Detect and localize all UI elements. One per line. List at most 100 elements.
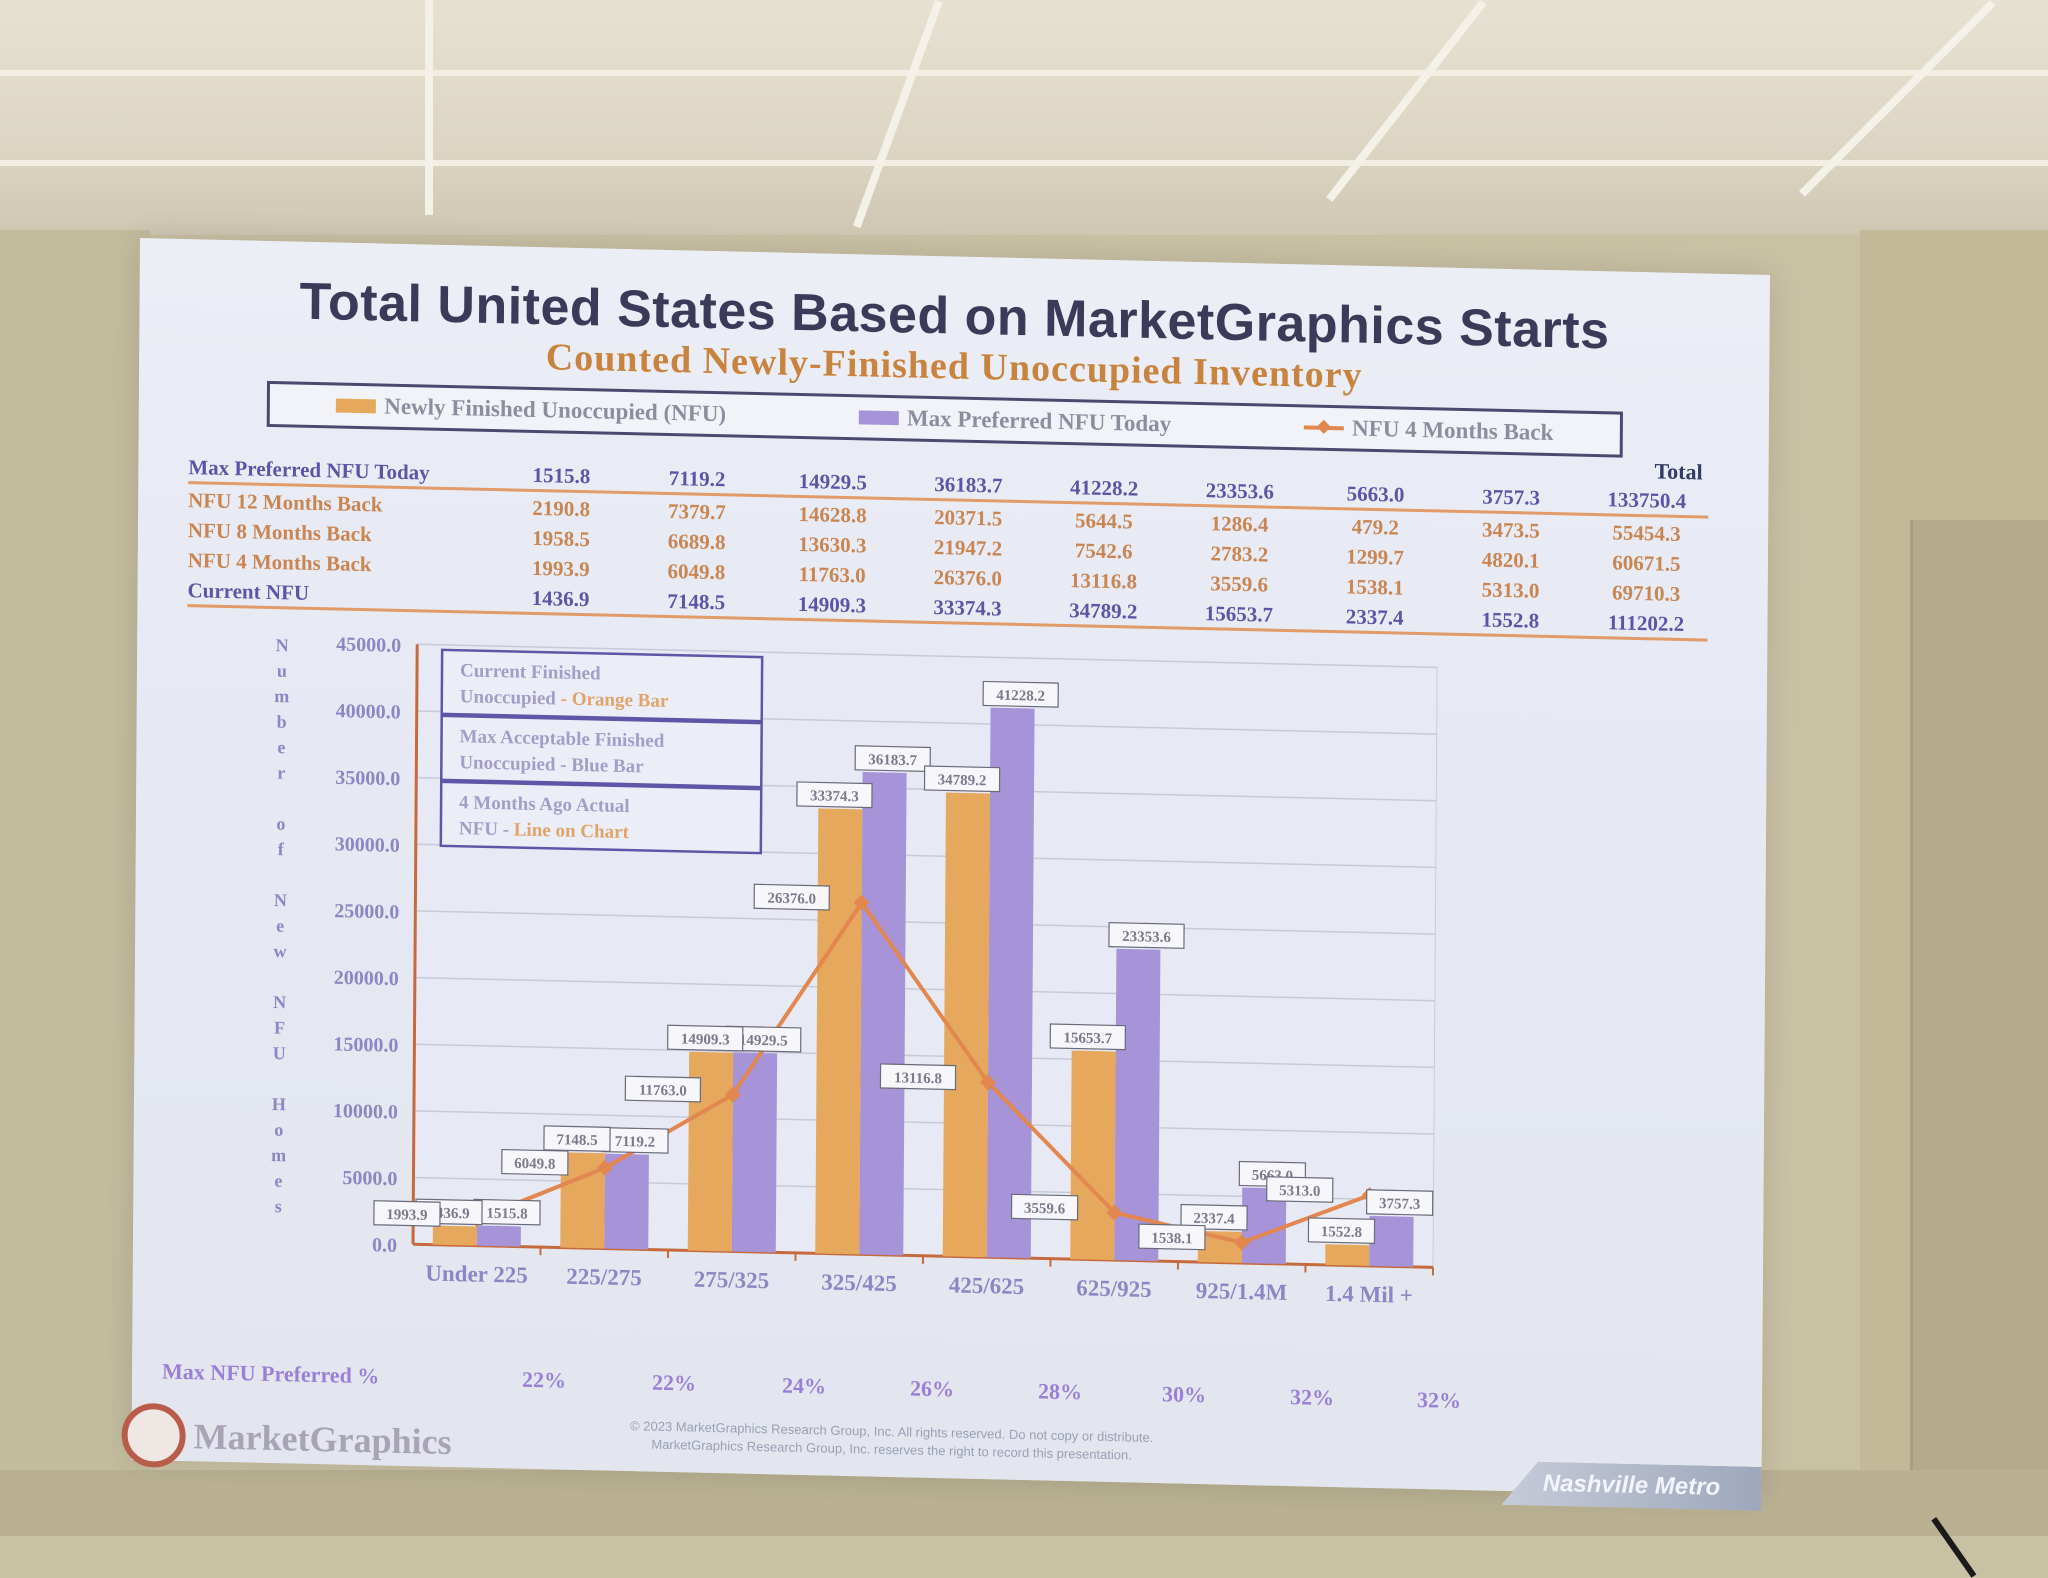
y-axis-title-letter: e xyxy=(277,737,285,757)
annotation-highlight: - Orange Bar xyxy=(556,688,669,712)
table-cell: 111202.2 xyxy=(1586,610,1706,638)
table-cell: 1538.1 xyxy=(1315,574,1435,602)
table-cell: 41228.2 xyxy=(1044,475,1164,503)
table-cell: 2783.2 xyxy=(1179,541,1299,569)
table-cell: 3473.5 xyxy=(1451,517,1571,545)
ceiling-grid-line xyxy=(0,160,2048,166)
x-tick-label: 225/275 xyxy=(566,1264,642,1291)
y-axis-title-letter: b xyxy=(277,712,287,732)
max-preferred-bar xyxy=(1369,1216,1413,1267)
copyright-notice: © 2023 MarketGraphics Research Group, In… xyxy=(592,1416,1192,1466)
nfu-bar xyxy=(1070,1050,1115,1260)
ceiling-grid-line xyxy=(425,0,433,215)
y-tick-label: 30000.0 xyxy=(335,833,400,856)
table-cell: 7379.7 xyxy=(637,498,757,526)
nfu-4-months-data-label: 5313.0 xyxy=(1279,1183,1320,1200)
x-tick-label: 625/925 xyxy=(1076,1275,1152,1302)
annotation-line: 4 Months Ago Actual xyxy=(459,792,630,817)
table-cell: 55454.3 xyxy=(1587,520,1707,548)
table-cell: 23353.6 xyxy=(1180,478,1300,506)
table-cell: 13630.3 xyxy=(772,531,892,559)
y-axis-title-letter: N xyxy=(276,635,289,655)
y-tick-label: 35000.0 xyxy=(335,767,400,790)
table-cell: 1993.9 xyxy=(501,555,621,583)
nfu-4-months-data-label: 1538.1 xyxy=(1151,1230,1192,1247)
legend-item-nfu: Newly Finished Unoccupied (NFU) xyxy=(336,392,726,427)
table-cell: 5313.0 xyxy=(1450,577,1570,605)
table-cell: 3757.3 xyxy=(1451,484,1571,512)
table-cell: 1515.8 xyxy=(501,462,621,490)
legend-item-4-months: NFU 4 Months Back xyxy=(1304,414,1553,446)
x-tick-label: Under 225 xyxy=(425,1261,528,1288)
y-axis-title-letter: w xyxy=(273,941,286,961)
max-preferred-data-label: 23353.6 xyxy=(1122,929,1171,946)
y-tick-label: 25000.0 xyxy=(334,900,399,923)
y-axis-title-letter: H xyxy=(272,1094,286,1114)
y-axis-title-letter: u xyxy=(277,661,287,681)
y-tick-label: 5000.0 xyxy=(342,1167,397,1190)
line-marker-icon xyxy=(1304,425,1344,430)
y-axis-title-letter: F xyxy=(274,1018,285,1038)
table-cell: 1299.7 xyxy=(1315,544,1435,572)
row-label: NFU 4 Months Back xyxy=(188,548,372,577)
footer-pct: 28% xyxy=(1038,1378,1082,1405)
nfu-data-label: 34789.2 xyxy=(938,772,987,789)
nfu-data-label: 15653.7 xyxy=(1063,1030,1112,1047)
footer-pct: 32% xyxy=(1290,1384,1334,1411)
x-tick-label: 425/625 xyxy=(949,1272,1025,1299)
bar-line-chart: 0.05000.010000.015000.020000.025000.0300… xyxy=(182,599,1587,1351)
max-preferred-data-label: 3757.3 xyxy=(1379,1196,1420,1213)
table-cell: 11763.0 xyxy=(772,561,892,589)
table-cell: 3559.6 xyxy=(1179,571,1299,599)
annotation-line: Unoccupied - Blue Bar xyxy=(459,752,644,777)
table-cell: 69710.3 xyxy=(1586,580,1706,608)
total-column-header: Total xyxy=(1618,458,1738,487)
nfu-bar xyxy=(815,808,862,1254)
nfu-4-months-data-label: 11763.0 xyxy=(639,1083,687,1100)
footer-pct: 24% xyxy=(782,1373,826,1400)
y-axis-title-letter: e xyxy=(274,1171,282,1191)
nfu-4-months-data-label: 6049.8 xyxy=(514,1156,555,1173)
legend-label: Newly Finished Unoccupied (NFU) xyxy=(384,394,726,428)
footer-label: Max NFU Preferred % xyxy=(162,1359,379,1390)
y-tick-label: 15000.0 xyxy=(333,1033,398,1056)
left-wall xyxy=(0,230,150,1536)
x-tick-label: 275/325 xyxy=(694,1267,770,1294)
table-cell: 14929.5 xyxy=(773,468,893,496)
table-cell: 6049.8 xyxy=(636,558,756,586)
region-tag: Nashville Metro xyxy=(1501,1461,1761,1511)
table-cell: 13116.8 xyxy=(1043,568,1163,596)
purple-swatch-icon xyxy=(859,410,899,425)
footer-pct: 30% xyxy=(1162,1381,1206,1408)
legend-label: NFU 4 Months Back xyxy=(1352,416,1553,447)
nfu-4-months-data-label: 13116.8 xyxy=(894,1070,942,1087)
ceiling xyxy=(0,0,2048,235)
table-cell: 20371.5 xyxy=(908,504,1028,532)
y-axis-title-letter: U xyxy=(273,1043,286,1063)
max-preferred-data-label: 41228.2 xyxy=(996,688,1045,705)
row-label: NFU 12 Months Back xyxy=(188,488,382,517)
y-axis-title-letter: r xyxy=(277,763,285,783)
y-axis-title-letter: s xyxy=(275,1196,282,1216)
y-axis-title-letter: N xyxy=(274,890,287,910)
table-cell: 60671.5 xyxy=(1586,550,1706,578)
nfu-data-label: 1552.8 xyxy=(1321,1224,1362,1241)
footer-pct: 22% xyxy=(522,1367,566,1394)
y-axis-title-letter: f xyxy=(278,839,285,859)
max-preferred-data-label: 36183.7 xyxy=(868,752,917,769)
table-cell: 133750.4 xyxy=(1587,487,1707,515)
nfu-bar xyxy=(433,1226,477,1246)
y-axis-title-letter: N xyxy=(273,992,286,1012)
table-cell: 1286.4 xyxy=(1179,511,1299,539)
table-cell: 7119.2 xyxy=(637,465,757,493)
nfu-4-months-data-label: 1993.9 xyxy=(386,1207,427,1224)
annotation-line: Current Finished xyxy=(460,660,601,684)
ceiling-grid-line xyxy=(1799,0,1996,197)
x-tick-label: 325/425 xyxy=(821,1269,897,1296)
max-preferred-data-label: 14929.5 xyxy=(739,1033,788,1050)
max-preferred-bar xyxy=(859,772,906,1255)
x-tick-label: 1.4 Mil + xyxy=(1325,1281,1413,1308)
y-tick-label: 10000.0 xyxy=(333,1100,398,1123)
footer-pct: 32% xyxy=(1417,1387,1461,1414)
table-cell: 2190.8 xyxy=(501,495,621,523)
